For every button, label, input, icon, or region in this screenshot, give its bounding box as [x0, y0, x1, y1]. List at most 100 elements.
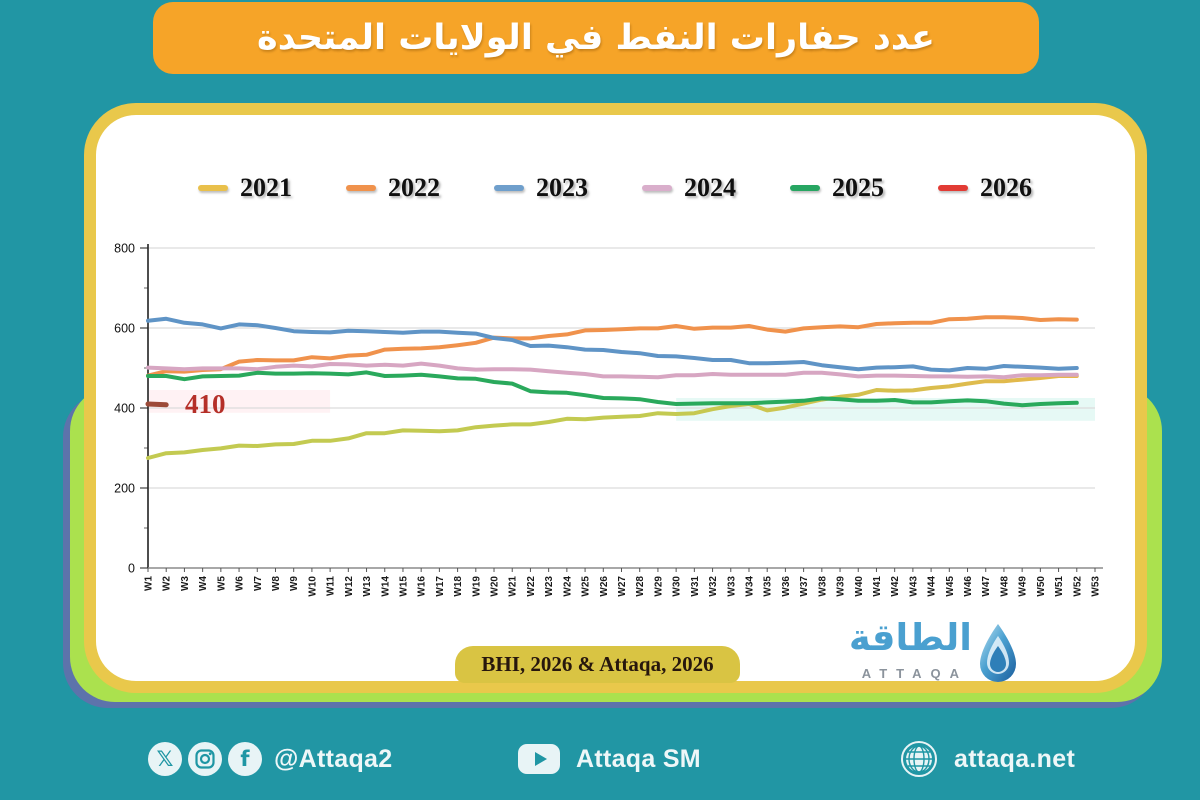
legend-swatch-2021	[198, 185, 228, 191]
series-line-2023	[146, 316, 1079, 373]
legend-label-2024: 2024	[684, 173, 736, 202]
series-line-2021	[146, 374, 1079, 460]
series-line-2025	[146, 370, 1079, 408]
highlight-band-1	[148, 390, 331, 413]
xtick-label-W19: W19	[471, 576, 482, 597]
legend-label-2025: 2025	[832, 173, 884, 202]
legend-item-2026: 2026	[938, 173, 1032, 203]
annotation-410: 410	[185, 389, 226, 419]
legend-swatch-2024	[642, 185, 672, 191]
youtube-handle[interactable]: Attaqa SM	[576, 744, 701, 773]
social-handle[interactable]: @Attaqa2	[274, 744, 393, 773]
xtick-label-W18: W18	[453, 576, 464, 597]
xtick-label-W1: W1	[144, 576, 155, 591]
xtick-label-W27: W27	[617, 576, 628, 597]
xtick-label-W52: W52	[1072, 576, 1083, 597]
xtick-label-W6: W6	[235, 576, 246, 591]
chart-legend: 2021 2022 2023 2024 2025 2026	[120, 170, 1110, 206]
ytick-label-200: 200	[114, 482, 135, 496]
xtick-label-W53: W53	[1091, 576, 1102, 597]
legend-item-2024: 2024	[642, 173, 736, 203]
xtick-label-W30: W30	[672, 576, 683, 597]
page-title: عدد حفارات النفط في الولايات المتحدة	[257, 18, 935, 58]
xtick-label-W24: W24	[562, 576, 573, 597]
xtick-label-W45: W45	[945, 576, 956, 597]
xtick-label-W10: W10	[307, 576, 318, 597]
source-text: BHI, 2026 & Attaqa, 2026	[481, 652, 714, 676]
ytick-label-600: 600	[114, 322, 135, 336]
xtick-label-W8: W8	[271, 576, 282, 591]
attaqa-logo: الطاقة ATTAQA	[810, 616, 1020, 688]
series-line-2022	[146, 315, 1079, 378]
xtick-label-W37: W37	[799, 576, 810, 597]
globe-icon[interactable]	[900, 740, 938, 778]
water-drop-icon	[980, 624, 1016, 682]
title-banner: عدد حفارات النفط في الولايات المتحدة	[153, 2, 1039, 74]
xtick-label-W39: W39	[836, 576, 847, 597]
xtick-label-W25: W25	[581, 576, 592, 597]
xtick-label-W36: W36	[781, 576, 792, 597]
xtick-label-W11: W11	[326, 576, 337, 596]
xtick-label-W29: W29	[653, 576, 664, 597]
xtick-label-W32: W32	[708, 576, 719, 597]
xtick-label-W12: W12	[344, 576, 355, 597]
xtick-label-W28: W28	[635, 576, 646, 597]
facebook-icon[interactable]: f	[228, 742, 262, 776]
footer-social-left: 𝕏 f @Attaqa2	[148, 738, 392, 780]
legend-label-2022: 2022	[388, 173, 440, 202]
xtick-label-W26: W26	[599, 576, 610, 597]
x-icon[interactable]: 𝕏	[148, 742, 182, 776]
xtick-label-W31: W31	[690, 576, 701, 597]
xtick-label-W42: W42	[890, 576, 901, 597]
xtick-label-W49: W49	[1018, 576, 1029, 597]
series-line-2026	[145, 401, 169, 408]
xtick-label-W23: W23	[544, 576, 555, 597]
logo-latin-text: ATTAQA	[861, 666, 968, 681]
xtick-label-W47: W47	[981, 576, 992, 597]
website-url[interactable]: attaqa.net	[954, 744, 1076, 773]
xtick-label-W14: W14	[380, 576, 391, 597]
legend-label-2021: 2021	[240, 173, 292, 202]
legend-swatch-2025	[790, 185, 820, 191]
legend-swatch-2022	[346, 185, 376, 191]
xtick-label-W17: W17	[435, 576, 446, 597]
xtick-label-W22: W22	[526, 576, 537, 597]
ytick-label-400: 400	[114, 402, 135, 416]
xtick-label-W38: W38	[817, 576, 828, 597]
xtick-label-W2: W2	[162, 576, 173, 591]
xtick-label-W13: W13	[362, 576, 373, 597]
xtick-label-W4: W4	[198, 576, 209, 591]
xtick-label-W50: W50	[1036, 576, 1047, 597]
xtick-label-W40: W40	[854, 576, 865, 597]
legend-swatch-2026	[938, 185, 968, 191]
legend-item-2021: 2021	[198, 173, 292, 203]
xtick-label-W21: W21	[508, 576, 519, 597]
xtick-label-W43: W43	[908, 576, 919, 597]
xtick-label-W51: W51	[1054, 576, 1065, 597]
legend-label-2023: 2023	[536, 173, 588, 202]
xtick-label-W41: W41	[872, 576, 883, 597]
legend-swatch-2023	[494, 185, 524, 191]
youtube-icon[interactable]	[518, 744, 560, 774]
xtick-label-W35: W35	[763, 576, 774, 597]
xtick-label-W33: W33	[726, 576, 737, 597]
instagram-icon[interactable]	[188, 742, 222, 776]
footer-social-middle: Attaqa SM	[518, 738, 701, 780]
legend-label-2026: 2026	[980, 173, 1032, 202]
xtick-label-W48: W48	[999, 576, 1010, 597]
xtick-label-W5: W5	[216, 576, 227, 591]
xtick-label-W3: W3	[180, 576, 191, 591]
series-line-2024	[146, 361, 1079, 380]
ytick-label-0: 0	[128, 562, 135, 576]
legend-item-2023: 2023	[494, 173, 588, 203]
xtick-label-W15: W15	[398, 576, 409, 597]
xtick-label-W44: W44	[927, 576, 938, 597]
xtick-label-W7: W7	[253, 576, 264, 591]
source-pill: BHI, 2026 & Attaqa, 2026	[455, 646, 740, 683]
legend-item-2022: 2022	[346, 173, 440, 203]
ytick-label-800: 800	[114, 242, 135, 256]
xtick-label-W46: W46	[963, 576, 974, 597]
xtick-label-W9: W9	[289, 576, 300, 591]
xtick-label-W34: W34	[744, 576, 755, 597]
footer-website: attaqa.net	[900, 738, 1075, 780]
